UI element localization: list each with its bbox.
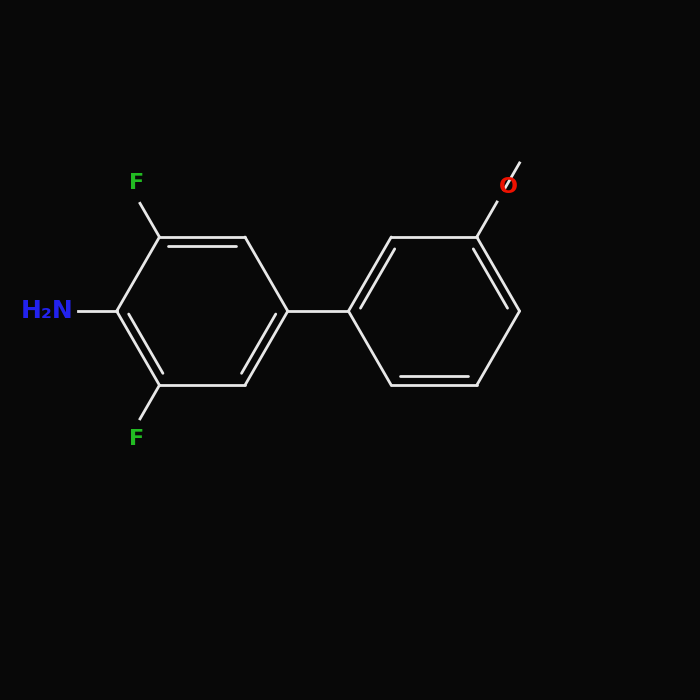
Text: H₂N: H₂N — [21, 299, 74, 323]
Text: F: F — [129, 173, 144, 193]
Text: F: F — [129, 429, 144, 449]
Text: O: O — [498, 177, 517, 197]
